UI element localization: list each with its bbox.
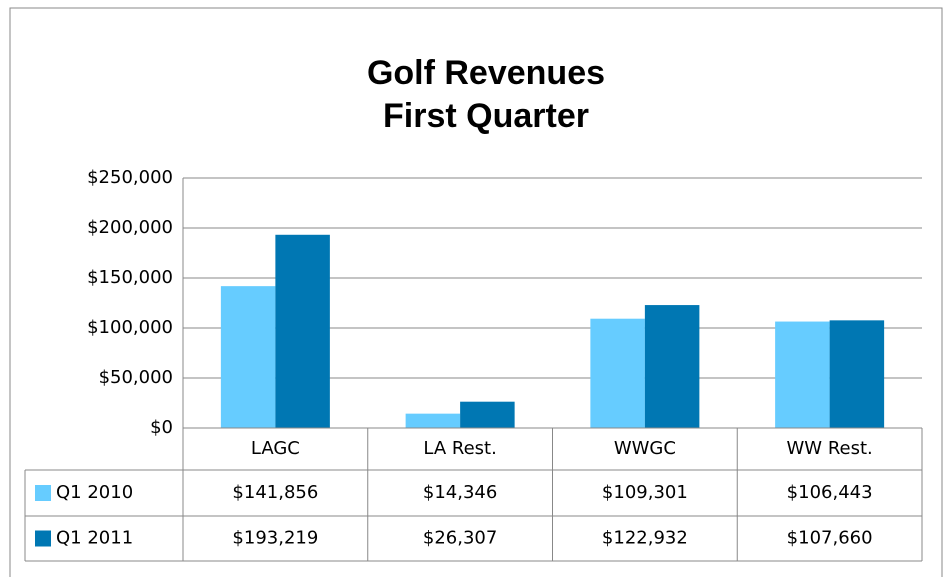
data-label: $107,660	[787, 528, 873, 549]
chart-title: Golf Revenues	[367, 54, 605, 92]
y-tick-label: $50,000	[99, 367, 173, 388]
x-tick-label: LA Rest.	[423, 438, 496, 459]
legend-label: Q1 2010	[56, 482, 133, 503]
bar	[775, 321, 830, 428]
legend-swatch	[35, 530, 51, 547]
data-label: $193,219	[232, 528, 318, 549]
bar	[590, 318, 645, 428]
data-label: $26,307	[423, 528, 497, 549]
bar	[829, 320, 885, 428]
data-label: $14,346	[423, 482, 497, 503]
data-label: $122,932	[602, 528, 688, 549]
y-tick-label: $0	[150, 417, 173, 438]
bar	[405, 413, 461, 428]
x-tick-label: LAGC	[251, 438, 300, 459]
chart-border	[9, 7, 943, 577]
x-tick-label: WWGC	[614, 438, 676, 459]
bar	[644, 305, 700, 428]
y-tick-label: $200,000	[87, 217, 173, 238]
bar	[220, 286, 276, 428]
legend-swatch	[35, 485, 51, 501]
data-label: $106,443	[787, 482, 873, 503]
y-tick-label: $100,000	[87, 317, 173, 338]
y-tick-label: $150,000	[87, 267, 173, 288]
data-label: $109,301	[602, 482, 688, 503]
bar	[275, 234, 330, 428]
bar	[460, 401, 515, 428]
x-tick-label: WW Rest.	[787, 438, 873, 459]
data-label: $141,856	[232, 482, 318, 503]
chart-subtitle: First Quarter	[383, 97, 589, 135]
y-tick-label: $250,000	[87, 167, 173, 188]
legend-label: Q1 2011	[56, 528, 133, 549]
